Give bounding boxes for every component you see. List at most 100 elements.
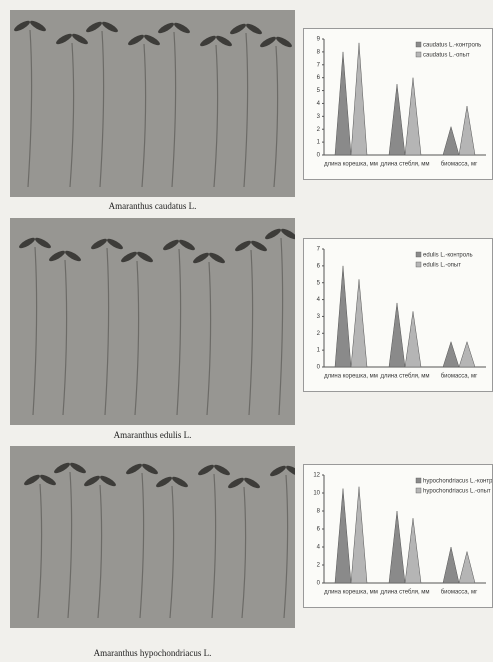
- x-tick-label: длина стебля, мм: [380, 374, 429, 380]
- seedling-leaf: [84, 475, 100, 487]
- x-tick-label: биомасса, мг: [441, 374, 478, 380]
- seedling-stem: [206, 261, 212, 416]
- seedling-leaf: [19, 237, 35, 249]
- legend-swatch: [415, 261, 422, 268]
- legend-label: caudatus L.-опыт: [423, 53, 470, 59]
- seedling-stem: [139, 472, 145, 619]
- y-tick-label: 5: [317, 280, 321, 286]
- seedling-leaf: [174, 22, 190, 34]
- seedling-leaf: [121, 251, 137, 263]
- seedling-leaf: [70, 462, 86, 474]
- seedling-photo: [10, 218, 295, 425]
- cone: [458, 340, 476, 368]
- cone: [334, 488, 352, 584]
- seedling-leaf: [246, 23, 262, 35]
- seedling-leaf: [56, 33, 72, 45]
- y-tick-label: 12: [313, 473, 320, 479]
- legend-swatch: [415, 51, 422, 58]
- seedling-leaf: [214, 464, 230, 476]
- seedling-leaf: [260, 36, 276, 48]
- y-tick-label: 2: [317, 331, 321, 337]
- seedling-leaf: [91, 238, 107, 250]
- cone: [404, 77, 422, 156]
- x-tick-label: длина корешка, мм: [324, 162, 378, 168]
- chart: 0 2 4 6 8 10 12 длина корешка, мм длина стебля, …: [303, 464, 493, 608]
- cone: [334, 265, 352, 368]
- seedling-stem: [278, 237, 284, 416]
- cone: [388, 510, 406, 584]
- y-tick-label: 6: [317, 527, 321, 533]
- caption: Amaranthus caudatus L.: [108, 201, 197, 211]
- cone: [458, 551, 476, 584]
- chart: 0 1 2 3 4 5 6 7 длина корешка, мм длина стебля, м…: [303, 238, 493, 392]
- seedling-leaf: [72, 33, 88, 45]
- legend-label: hypochondriacus L.-контроль: [423, 479, 493, 485]
- seedling-leaf: [100, 475, 116, 487]
- cone: [388, 84, 406, 156]
- seedling-stem: [169, 485, 175, 619]
- seedling-stem: [211, 473, 217, 619]
- y-tick-label: 0: [317, 581, 321, 587]
- cone: [458, 105, 476, 156]
- seedling-leaf: [286, 465, 295, 477]
- seedling-leaf: [107, 238, 123, 250]
- y-tick-label: 6: [317, 263, 321, 269]
- y-tick-label: 3: [317, 114, 321, 120]
- seedling-leaf: [24, 474, 40, 486]
- seedling-stem: [176, 248, 182, 416]
- seedling-leaf: [251, 240, 267, 252]
- x-tick-label: длина стебля, мм: [380, 590, 429, 596]
- legend-swatch: [415, 251, 422, 258]
- seedling-leaf: [35, 237, 51, 249]
- seedling-stem: [97, 484, 103, 619]
- y-tick-label: 10: [313, 491, 320, 497]
- cone: [350, 486, 368, 584]
- seedling-leaf: [156, 476, 172, 488]
- y-tick-label: 4: [317, 101, 321, 107]
- y-tick-label: 7: [317, 247, 321, 253]
- y-tick-label: 1: [317, 348, 321, 354]
- legend-label: edulis L.-контроль: [423, 253, 473, 259]
- legend-label: edulis L.-опыт: [423, 263, 461, 269]
- seedling-leaf: [86, 21, 102, 33]
- y-tick-label: 8: [317, 49, 321, 55]
- seedling-leaf: [193, 252, 209, 264]
- seedling-leaf: [144, 34, 160, 46]
- y-tick-label: 0: [317, 153, 321, 159]
- legend-swatch: [415, 41, 422, 48]
- seedling-leaf: [230, 23, 246, 35]
- seedling-leaf: [137, 251, 153, 263]
- seedling-stem: [141, 43, 147, 188]
- seedling-leaf: [49, 250, 65, 262]
- cone: [404, 311, 422, 368]
- y-tick-label: 5: [317, 88, 321, 94]
- seedling-stem: [104, 247, 110, 416]
- seedling-leaf: [54, 462, 70, 474]
- seedling-leaf: [126, 463, 142, 475]
- seedling-stem: [243, 32, 249, 188]
- cone: [442, 546, 460, 584]
- seedling-leaf: [102, 21, 118, 33]
- seedling-leaf: [200, 35, 216, 47]
- x-tick-label: длина стебля, мм: [380, 162, 429, 168]
- seedling-leaf: [30, 20, 46, 32]
- seedling-leaf: [265, 228, 281, 240]
- seedling-stem: [283, 474, 289, 619]
- y-tick-label: 1: [317, 140, 321, 146]
- seedling-stem: [27, 29, 33, 188]
- seedling-leaf: [128, 34, 144, 46]
- y-tick-label: 2: [317, 563, 321, 569]
- seedling-stem: [134, 260, 140, 416]
- legend-swatch: [415, 477, 422, 484]
- seedling-leaf: [235, 240, 251, 252]
- seedling-leaf: [158, 22, 174, 34]
- cone: [334, 51, 352, 156]
- cone: [350, 42, 368, 156]
- legend-label: caudatus L.-контроль: [423, 43, 481, 49]
- seedling-stem: [99, 30, 105, 188]
- seedling-leaf: [179, 239, 195, 251]
- caption: Amaranthus edulis L.: [113, 430, 192, 440]
- seedling-stem: [69, 42, 75, 188]
- seedling-stem: [67, 471, 73, 619]
